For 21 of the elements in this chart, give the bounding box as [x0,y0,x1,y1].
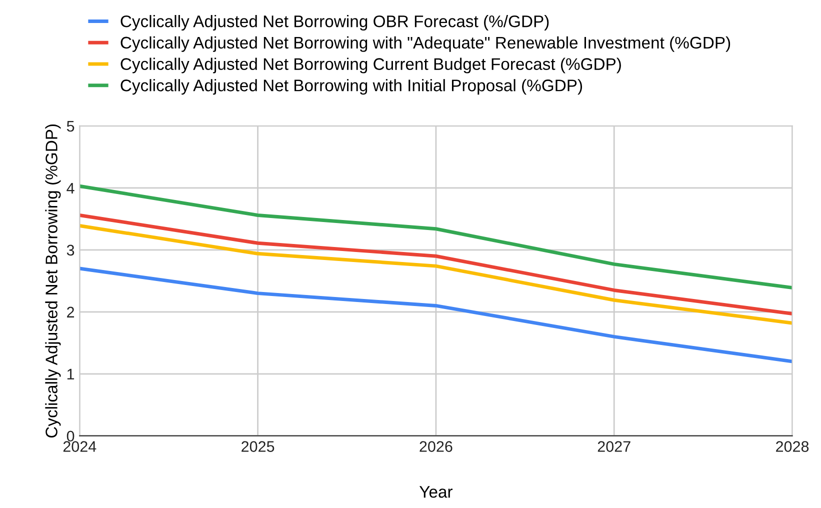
line-series [80,184,792,290]
line-series [80,213,792,316]
line-series [80,266,792,364]
y-tick-label: 1 [67,368,74,380]
line-series [80,224,792,325]
y-tick-label: 5 [66,121,74,132]
y-axis-title: Cyclically Adjusted Net Borrowing (%GDP) [45,124,61,438]
y-tick-label: 0 [66,430,74,442]
legend-label: Cyclically Adjusted Net Borrowing OBR Forecast (%/GDP) [120,15,549,31]
y-tick-label: 3 [66,244,74,256]
x-tick-label: 2027 [598,441,630,452]
legend-label: Cyclically Adjusted Net Borrowing with Initial Proposal (%GDP) [120,79,582,95]
y-tick-label: 4 [66,182,74,194]
legend-label: Cyclically Adjusted Net Borrowing Current Budget Forecast (%GDP) [120,58,621,74]
x-tick-label: 2025 [242,441,274,452]
x-tick-label: 2026 [420,441,452,452]
x-tick-label: 2024 [63,441,96,452]
y-tick-label: 2 [67,306,74,318]
legend-label: Cyclically Adjusted Net Borrowing with "Adequate" Renewable Investment (%GDP) [120,36,730,52]
x-axis-title: Year [419,486,453,498]
x-tick-label: 2028 [776,441,809,452]
